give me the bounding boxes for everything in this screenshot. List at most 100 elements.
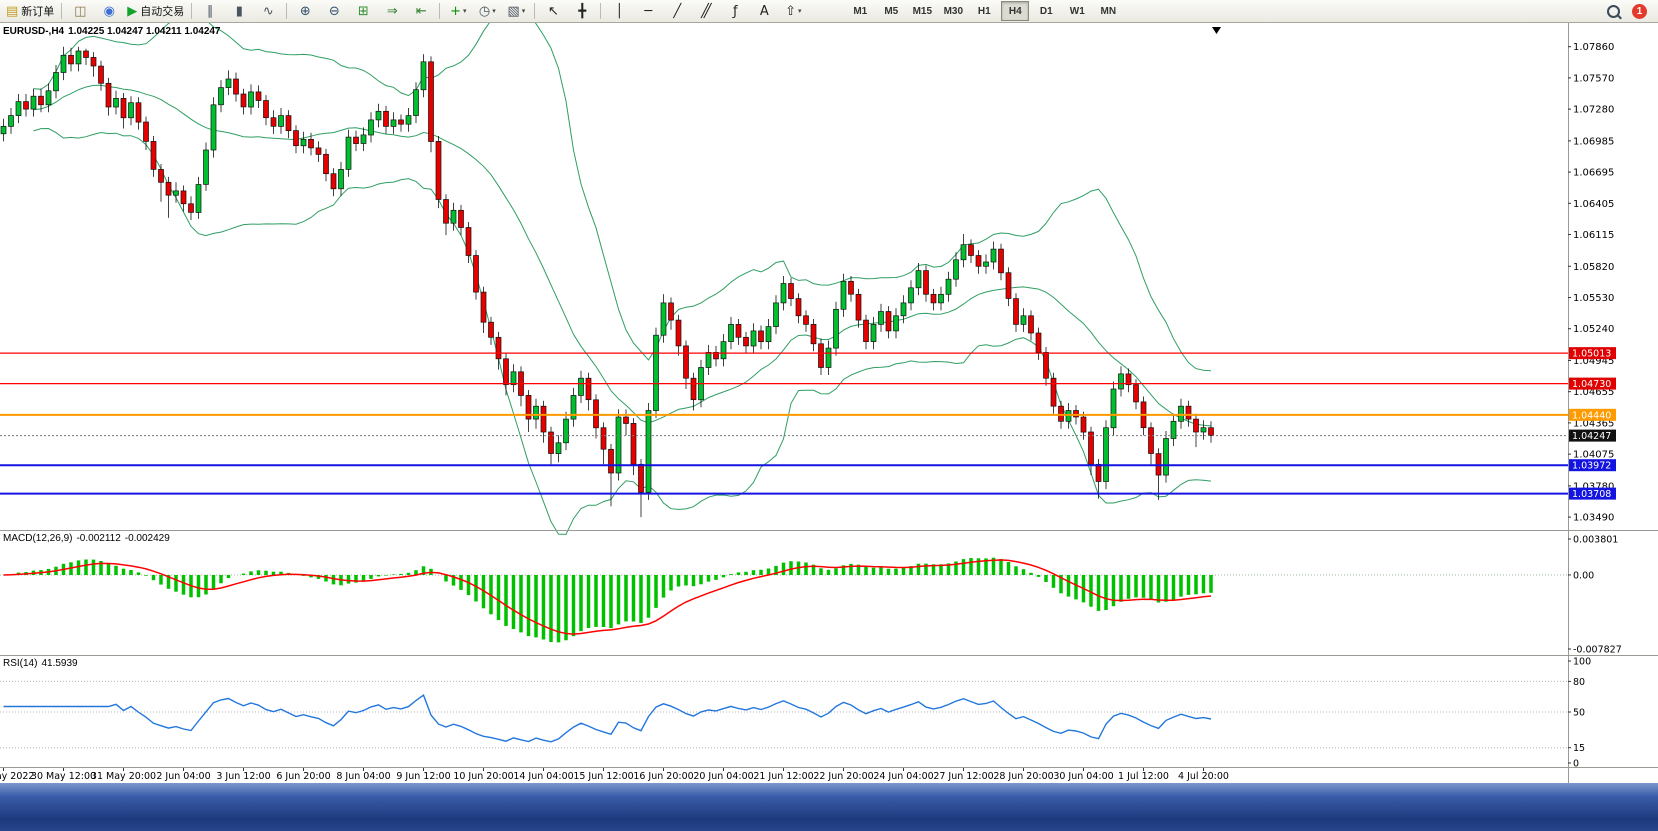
svg-text:8 Jun 04:00: 8 Jun 04:00 bbox=[336, 771, 390, 782]
candlesticks bbox=[0, 46, 1214, 518]
window-bottom-edge bbox=[0, 783, 1658, 831]
templates-icon: ▧ bbox=[507, 3, 520, 19]
toolbar-separator bbox=[191, 3, 193, 19]
svg-text:30 Jun 04:00: 30 Jun 04:00 bbox=[1053, 771, 1113, 782]
auto-trading-button-label: 自动交易 bbox=[140, 6, 185, 18]
svg-text:1.07860: 1.07860 bbox=[1573, 42, 1614, 53]
zoom-in-button[interactable]: ⊕ bbox=[291, 0, 319, 22]
macd-main-value: -0.002112 bbox=[76, 533, 121, 544]
svg-text:1.07570: 1.07570 bbox=[1573, 73, 1614, 84]
svg-text:1.05530: 1.05530 bbox=[1573, 293, 1614, 304]
timeframe-mn-button[interactable]: MN bbox=[1100, 5, 1117, 17]
svg-text:15 Jun 12:00: 15 Jun 12:00 bbox=[573, 771, 633, 782]
svg-text:80: 80 bbox=[1573, 677, 1585, 688]
svg-text:21 Jun 12:00: 21 Jun 12:00 bbox=[753, 771, 813, 782]
chevron-down-icon: ▾ bbox=[797, 7, 802, 15]
text-button[interactable]: A bbox=[750, 0, 778, 22]
vertical-line-button[interactable]: │ bbox=[605, 0, 633, 22]
periods-icon: ◷ bbox=[478, 3, 491, 19]
channel-button[interactable]: ╱╱ bbox=[692, 0, 720, 22]
svg-text:1.03490: 1.03490 bbox=[1573, 513, 1614, 524]
price-tag bbox=[1569, 487, 1616, 500]
periods-button[interactable]: ◷ ▾ bbox=[473, 0, 501, 22]
channel-icon: ╱╱ bbox=[700, 3, 711, 19]
toolbar: ▤ 新订单 ◫ ◉ ▶ 自动交易 ∥ ▮ ∿ ⊕ ⊖ ⊞ ⇒ ⇤ + ▾ ◷ ▾ ▧ ▾ ↖ ╋ │ ─ ╱ ╱╱ ƒ A ⇧ ▾ M1 M5… bbox=[0, 0, 1658, 23]
new-chart-button[interactable]: ◫ bbox=[66, 0, 94, 22]
svg-text:1.04655: 1.04655 bbox=[1573, 387, 1614, 398]
timeframe-d1-button[interactable]: D1 bbox=[1039, 5, 1053, 17]
timeframe-w1-button[interactable]: W1 bbox=[1069, 5, 1085, 17]
svg-text:1.06405: 1.06405 bbox=[1573, 199, 1614, 210]
panel-separators bbox=[0, 23, 1658, 783]
svg-text:9 Jun 12:00: 9 Jun 12:00 bbox=[396, 771, 450, 782]
line-chart-icon: ∿ bbox=[262, 3, 274, 19]
chart-shift-icon: ⇤ bbox=[415, 3, 427, 19]
svg-text:27 May 2022: 27 May 2022 bbox=[0, 771, 34, 782]
horizontal-line-icon: ─ bbox=[644, 3, 653, 19]
svg-text:6 Jun 20:00: 6 Jun 20:00 bbox=[276, 771, 330, 782]
chart-shift-button[interactable]: ⇤ bbox=[407, 0, 435, 22]
crosshair-button[interactable]: ╋ bbox=[568, 0, 596, 22]
templates-button[interactable]: ▧ ▾ bbox=[502, 0, 530, 22]
rsi-line bbox=[3, 693, 1212, 743]
chart-window: 1.07860 1.07570 1.07280 1.06985 1.06695 1.064… bbox=[0, 23, 1658, 783]
svg-text:1.07280: 1.07280 bbox=[1573, 105, 1614, 116]
trendline-button[interactable]: ╱ bbox=[663, 0, 691, 22]
notification-badge[interactable]: 1 bbox=[1632, 3, 1647, 19]
zoom-in-icon: ⊕ bbox=[299, 3, 311, 19]
arrows-button[interactable]: ⇧ ▾ bbox=[779, 0, 807, 22]
price-chart[interactable]: 1.07860 1.07570 1.07280 1.06985 1.06695 1.064… bbox=[0, 23, 1658, 783]
svg-text:1.04730: 1.04730 bbox=[1572, 379, 1611, 390]
svg-text:0: 0 bbox=[1573, 759, 1579, 770]
candlestick-chart-button[interactable]: ▮ bbox=[225, 0, 253, 22]
timeframe-m5-button[interactable]: M5 bbox=[884, 5, 899, 17]
auto-trading-button[interactable]: ▶ 自动交易 bbox=[124, 0, 187, 22]
arrows-icon: ⇧ bbox=[785, 3, 796, 19]
svg-text:1.03972: 1.03972 bbox=[1572, 461, 1611, 472]
svg-text:1.04440: 1.04440 bbox=[1572, 410, 1611, 421]
indicators-button[interactable]: + ▾ bbox=[444, 0, 472, 22]
cursor-icon: ↖ bbox=[547, 3, 559, 19]
auto-trading-icon: ▶ bbox=[127, 3, 138, 19]
tile-windows-icon: ⊞ bbox=[357, 3, 369, 19]
svg-text:1 Jul 12:00: 1 Jul 12:00 bbox=[1118, 771, 1169, 782]
zoom-out-button[interactable]: ⊖ bbox=[320, 0, 348, 22]
svg-text:3 Jun 12:00: 3 Jun 12:00 bbox=[216, 771, 270, 782]
price-tag bbox=[1569, 429, 1616, 442]
svg-text:28 Jun 20:00: 28 Jun 20:00 bbox=[993, 771, 1053, 782]
price-tag bbox=[1569, 459, 1616, 472]
cursor-button[interactable]: ↖ bbox=[539, 0, 567, 22]
toolbar-separator bbox=[286, 3, 288, 19]
price-tag bbox=[1569, 377, 1616, 390]
price-tag bbox=[1569, 347, 1616, 360]
bar-chart-button[interactable]: ∥ bbox=[196, 0, 224, 22]
timeframe-m15-button[interactable]: M15 bbox=[912, 5, 933, 17]
svg-text:31 May 20:00: 31 May 20:00 bbox=[91, 771, 156, 782]
new-order-button[interactable]: ▤ 新订单 bbox=[3, 0, 57, 22]
tile-windows-button[interactable]: ⊞ bbox=[349, 0, 377, 22]
line-chart-button[interactable]: ∿ bbox=[254, 0, 282, 22]
price-tags[interactable]: 1.05013 1.04730 1.04440 1.04247 1.03972 1.037… bbox=[1569, 347, 1616, 500]
svg-text:15: 15 bbox=[1573, 743, 1585, 754]
horizontal-lines[interactable] bbox=[0, 352, 1568, 495]
vertical-line-icon: │ bbox=[615, 3, 624, 19]
macd-signal-value: -0.002429 bbox=[124, 533, 170, 544]
timeframe-m1-button[interactable]: M1 bbox=[853, 5, 868, 17]
price-tag bbox=[1569, 408, 1616, 421]
search-icon bbox=[1606, 4, 1620, 18]
chevron-down-icon: ▾ bbox=[521, 7, 526, 15]
horizontal-line-button[interactable]: ─ bbox=[634, 0, 662, 22]
chevron-down-icon: ▾ bbox=[462, 7, 467, 15]
zoom-out-icon: ⊖ bbox=[328, 3, 340, 19]
new-order-button-label: 新订单 bbox=[21, 6, 55, 18]
timeframe-m30-button[interactable]: M30 bbox=[943, 5, 964, 17]
shift-marker-icon[interactable] bbox=[1212, 27, 1221, 34]
rsi-panel: 100 80 50 15 0 bbox=[0, 657, 1591, 770]
fibonacci-button[interactable]: ƒ bbox=[721, 0, 749, 22]
market-watch-button[interactable]: ◉ bbox=[95, 0, 123, 22]
timeframe-h1-button[interactable]: H1 bbox=[977, 5, 991, 17]
timeframe-h4-button[interactable]: H4 bbox=[1001, 1, 1030, 21]
search-button[interactable] bbox=[1599, 0, 1627, 22]
auto-scroll-button[interactable]: ⇒ bbox=[378, 0, 406, 22]
